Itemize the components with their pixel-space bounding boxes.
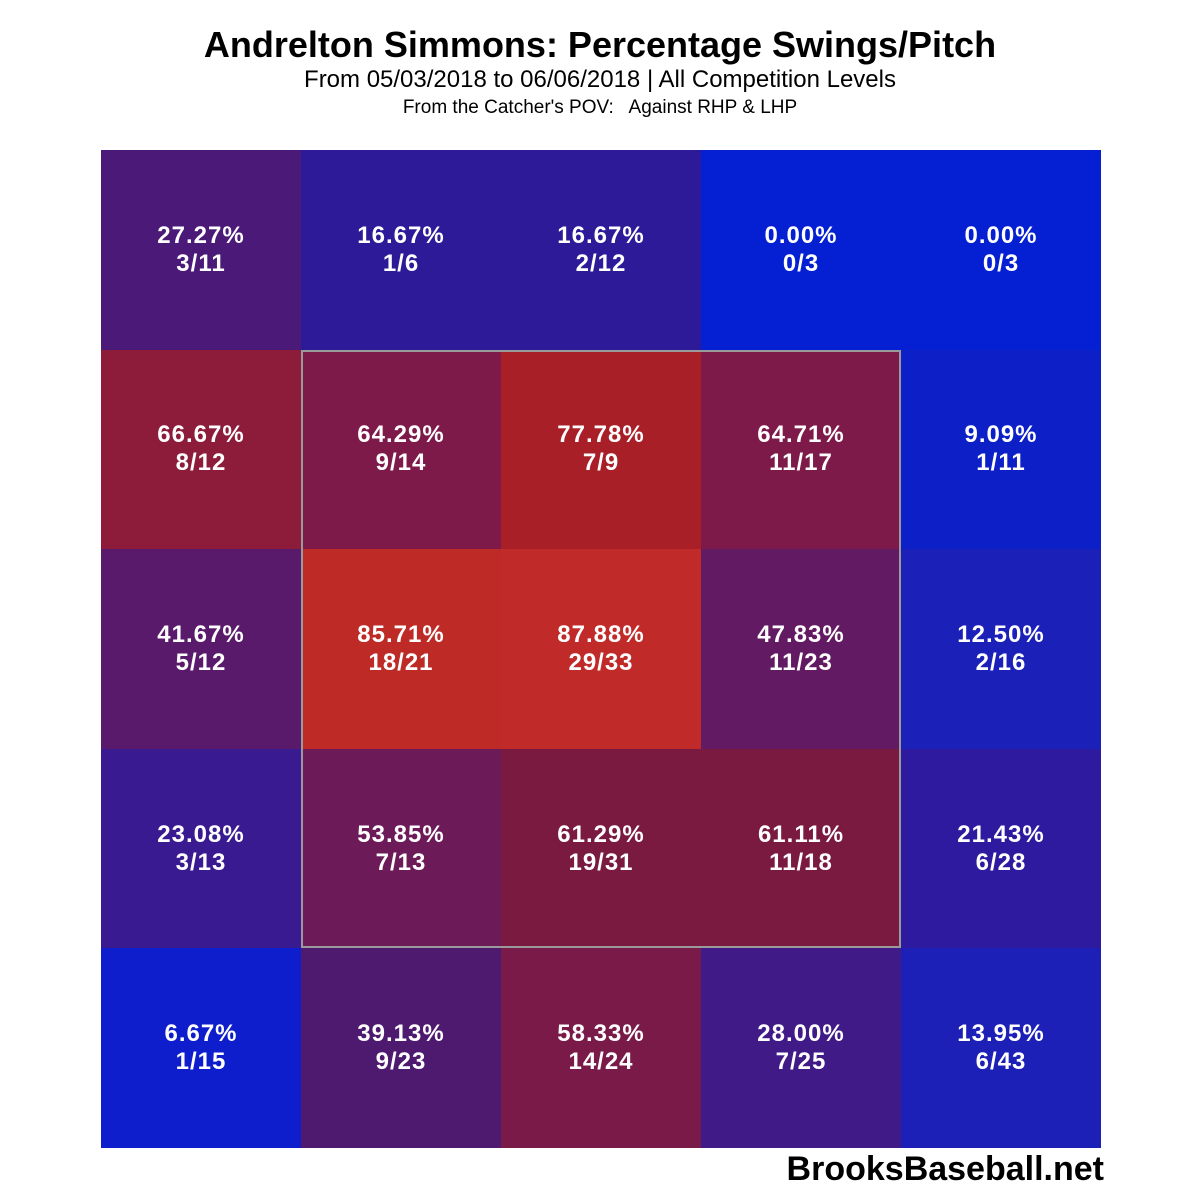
cell-percentage: 23.08% [157,820,245,848]
heatmap-cell-r2-c4: 64.71% 11/17 [701,349,901,550]
heatmap-cell-r1-c3: 16.67% 2/12 [501,150,701,350]
cell-fraction: 2/12 [575,249,627,277]
cell-percentage: 58.33% [557,1020,645,1048]
cell-fraction: 7/13 [375,848,427,876]
cell-percentage: 77.78% [557,421,645,449]
heatmap-cell-r2-c2: 64.29% 9/14 [301,349,501,550]
cell-percentage: 16.67% [357,221,445,249]
cell-fraction: 29/33 [568,648,634,676]
cell-fraction: 11/23 [769,648,833,676]
cell-fraction: 1/11 [976,449,1026,477]
heatmap-cell-r4-c3: 61.29% 19/31 [501,748,701,949]
heatmap-cell-r3-c5: 12.50% 2/16 [901,549,1101,749]
heatmap-cell-r4-c1: 23.08% 3/13 [101,748,301,949]
heatmap-cell-r1-c2: 16.67% 1/6 [301,150,501,350]
cell-fraction: 7/9 [582,449,620,477]
cell-percentage: 6.67% [164,1020,238,1048]
cell-percentage: 66.67% [157,421,245,449]
cell-percentage: 13.95% [957,1020,1045,1048]
chart-subtitle: From 05/03/2018 to 06/06/2018 | All Comp… [304,66,896,93]
heatmap-cell-r5-c1: 6.67% 1/15 [101,948,301,1148]
cell-percentage: 21.43% [957,820,1045,848]
heatmap-cell-r1-c1: 27.27% 3/11 [101,150,301,350]
heatmap-cell-r1-c4: 0.00% 0/3 [701,150,901,350]
cell-percentage: 47.83% [757,620,845,648]
cell-fraction: 3/13 [175,848,227,876]
cell-percentage: 39.13% [357,1020,445,1048]
cell-percentage: 64.71% [757,421,845,449]
heatmap-cell-r2-c5: 9.09% 1/11 [901,349,1101,550]
cell-fraction: 5/12 [175,648,227,676]
cell-fraction: 11/18 [769,848,833,876]
heatmap-grid: 27.27% 3/11 16.67% 1/6 16.67% 2/12 0.00% 0/3 0.0… [101,150,1101,1148]
cell-fraction: 14/24 [568,1048,634,1076]
heatmap-cell-r3-c1: 41.67% 5/12 [101,549,301,749]
cell-percentage: 0.00% [764,221,838,249]
heatmap-cell-r5-c3: 58.33% 14/24 [501,948,701,1148]
cell-percentage: 85.71% [357,620,445,648]
heatmap-cell-r3-c2: 85.71% 18/21 [301,549,501,749]
cell-percentage: 53.85% [357,820,445,848]
heatmap-cell-r5-c2: 39.13% 9/23 [301,948,501,1148]
cell-fraction: 0/3 [782,249,820,277]
heatmap-cell-r4-c2: 53.85% 7/13 [301,748,501,949]
cell-percentage: 28.00% [757,1020,845,1048]
heatmap-cell-r4-c4: 61.11% 11/18 [701,748,901,949]
cell-percentage: 41.67% [157,620,245,648]
cell-percentage: 16.67% [557,221,645,249]
cell-percentage: 87.88% [557,620,645,648]
cell-fraction: 18/21 [368,648,434,676]
cell-percentage: 61.29% [557,820,645,848]
heatmap-cell-r2-c1: 66.67% 8/12 [101,349,301,550]
cell-percentage: 12.50% [957,620,1045,648]
cell-fraction: 1/15 [175,1048,227,1076]
heatmap-cell-r2-c3: 77.78% 7/9 [501,349,701,550]
cell-fraction: 7/25 [775,1048,827,1076]
cell-fraction: 3/11 [176,249,226,277]
cell-fraction: 8/12 [175,449,227,477]
cell-fraction: 0/3 [982,249,1020,277]
heatmap-cell-r1-c5: 0.00% 0/3 [901,150,1101,350]
cell-fraction: 11/17 [769,449,833,477]
cell-fraction: 19/31 [568,848,634,876]
cell-percentage: 61.11% [757,820,845,848]
cell-percentage: 0.00% [964,221,1038,249]
chart-pov-note: From the Catcher's POV: Against RHP & LH… [402,97,798,118]
heatmap-cell-r3-c3: 87.88% 29/33 [501,549,701,749]
cell-percentage: 9.09% [964,421,1038,449]
heatmap-cell-r4-c5: 21.43% 6/28 [901,748,1101,949]
cell-fraction: 9/23 [375,1048,427,1076]
cell-fraction: 9/14 [375,449,427,477]
cell-percentage: 64.29% [357,421,445,449]
heatmap-cell-r5-c5: 13.95% 6/43 [901,948,1101,1148]
cell-percentage: 27.27% [157,221,245,249]
cell-fraction: 6/28 [975,848,1027,876]
cell-fraction: 1/6 [382,249,420,277]
cell-fraction: 6/43 [975,1048,1027,1076]
cell-fraction: 2/16 [975,648,1027,676]
heatmap-cell-r3-c4: 47.83% 11/23 [701,549,901,749]
footer-brand: BrooksBaseball.net [786,1150,1104,1188]
heatmap-cell-r5-c4: 28.00% 7/25 [701,948,901,1148]
chart-title: Andrelton Simmons: Percentage Swings/Pit… [203,24,997,65]
